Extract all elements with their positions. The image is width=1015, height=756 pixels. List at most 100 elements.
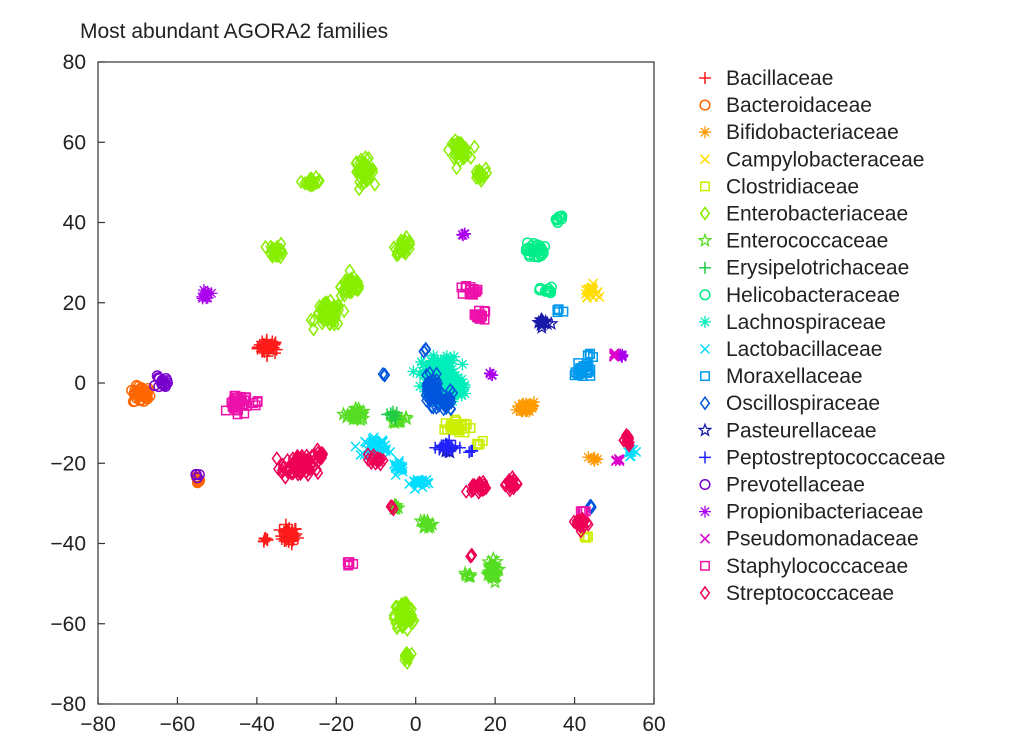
- y-tick-label: −80: [50, 693, 86, 716]
- data-point: [526, 402, 539, 415]
- data-point: [352, 282, 363, 297]
- data-point: [258, 343, 271, 355]
- data-point: [407, 365, 420, 378]
- legend-label: Campylobacteraceae: [726, 148, 924, 171]
- data-point: [314, 173, 325, 188]
- data-point: [275, 249, 286, 265]
- data-point: [609, 348, 620, 359]
- legend-label: Lachnospiraceae: [726, 311, 886, 334]
- data-point: [291, 460, 303, 476]
- data-point: [542, 283, 554, 295]
- data-point: [142, 382, 154, 395]
- data-point: [477, 482, 488, 498]
- data-point: [438, 401, 449, 417]
- x-tick-label: 40: [563, 713, 586, 736]
- plot-points: [126, 133, 642, 671]
- data-point: [367, 161, 378, 177]
- data-point: [449, 419, 460, 430]
- data-point: [422, 477, 433, 488]
- data-point: [344, 408, 360, 423]
- data-point: [360, 156, 371, 171]
- data-point: [367, 433, 378, 444]
- data-point: [441, 377, 454, 390]
- legend-item: Bacillaceae: [699, 67, 833, 90]
- data-point: [287, 457, 298, 473]
- legend-label: Enterobacteriaceae: [726, 203, 908, 226]
- data-point: [455, 373, 468, 386]
- data-point: [460, 282, 471, 293]
- data-point: [353, 412, 369, 427]
- data-point: [205, 287, 218, 300]
- series-peptostreptococcaceae: [429, 434, 479, 459]
- legend-marker: [699, 478, 711, 491]
- data-point: [527, 396, 540, 409]
- data-point: [329, 313, 340, 329]
- data-point: [551, 213, 563, 225]
- data-point: [455, 389, 468, 402]
- legend-item: Pseudomonadaceae: [699, 528, 919, 551]
- legend-item: Streptococcaceae: [699, 582, 894, 605]
- data-point: [507, 477, 519, 493]
- data-point: [277, 457, 288, 473]
- legend-item: Prevotellaceae: [699, 474, 865, 497]
- data-point: [478, 167, 489, 183]
- legend-item: Helicobacteraceae: [699, 284, 900, 307]
- data-point: [393, 465, 404, 476]
- data-point: [413, 380, 426, 393]
- data-point: [623, 434, 634, 449]
- data-point: [325, 293, 336, 309]
- data-point: [481, 554, 496, 569]
- x-tick-label: 60: [642, 713, 665, 736]
- data-point: [409, 476, 420, 487]
- data-point: [363, 166, 374, 181]
- legend-label: Bacillaceae: [726, 67, 833, 90]
- data-point: [276, 244, 287, 259]
- series-bacillaceae: [251, 333, 304, 551]
- legend-item: Lactobacillaceae: [699, 338, 882, 361]
- data-point: [399, 614, 411, 630]
- data-point: [379, 367, 391, 383]
- legend-item: Peptostreptococcaceae: [699, 446, 945, 469]
- data-point: [510, 403, 523, 416]
- legend-label: Erysipelotrichaceae: [726, 257, 909, 280]
- data-point: [444, 372, 457, 385]
- legend-marker: [700, 560, 710, 571]
- data-point: [256, 335, 269, 348]
- data-point: [431, 372, 442, 388]
- data-point: [273, 461, 284, 477]
- data-point: [482, 557, 498, 573]
- data-point: [404, 601, 415, 616]
- data-point: [477, 435, 488, 446]
- data-point: [454, 379, 467, 392]
- data-point: [418, 344, 429, 359]
- data-point: [543, 315, 559, 331]
- legend-item: Staphylococcaceae: [700, 555, 908, 578]
- data-point: [420, 342, 432, 358]
- data-point: [613, 349, 626, 362]
- data-point: [535, 249, 547, 261]
- legend-label: Bifidobacteriaceae: [726, 121, 899, 144]
- series-enterobacteriaceae: [260, 133, 493, 671]
- x-tick-label: 0: [410, 713, 422, 736]
- data-point: [220, 405, 231, 416]
- data-point: [385, 411, 398, 424]
- x-tick-label: −20: [318, 713, 354, 736]
- legend-marker: [699, 343, 711, 355]
- data-point: [307, 460, 318, 476]
- legend-marker: [697, 232, 713, 247]
- legend-marker: [699, 154, 711, 165]
- data-point: [270, 343, 283, 356]
- data-point: [388, 502, 399, 517]
- data-point: [520, 403, 533, 416]
- y-tick-label: 0: [74, 372, 86, 395]
- data-point: [305, 456, 317, 472]
- data-point: [594, 291, 605, 302]
- data-point: [429, 441, 442, 454]
- data-point: [354, 169, 366, 185]
- data-point: [291, 531, 304, 544]
- data-point: [271, 451, 283, 466]
- legend-label: Prevotellaceae: [726, 474, 865, 497]
- data-point: [539, 315, 555, 331]
- data-point: [280, 522, 293, 535]
- data-point: [463, 446, 476, 459]
